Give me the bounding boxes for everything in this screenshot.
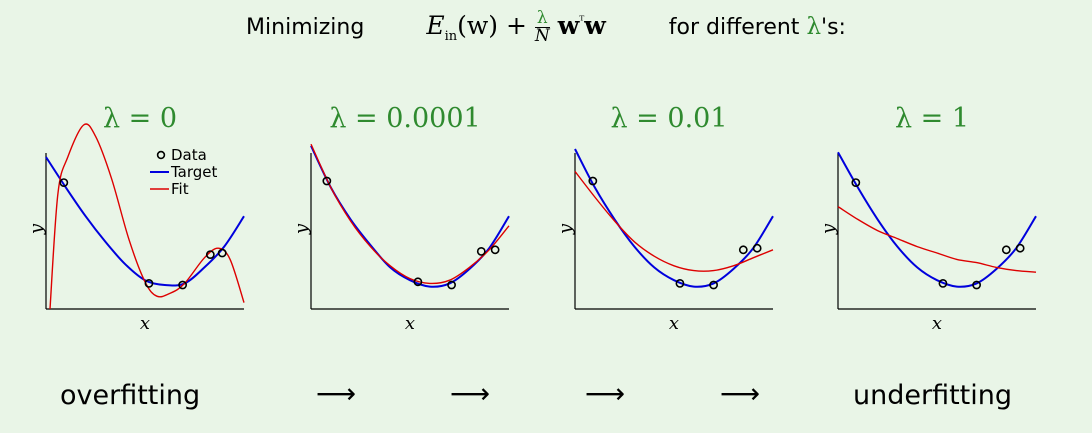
formula-n: N (534, 26, 550, 46)
data-point (476, 246, 486, 256)
data-point (709, 280, 718, 290)
caption-underfitting: underfitting (853, 380, 1013, 411)
x-axis-label: x (669, 313, 679, 334)
legend-data-marker (156, 150, 166, 160)
y-axis-label: y (555, 223, 576, 235)
arrow-right-icon: ⟶ (585, 377, 626, 410)
formula-w-arg: (w) + (457, 11, 527, 40)
legend-fit-label: Fit (171, 180, 189, 198)
fit-curve (310, 143, 510, 285)
data-point (972, 280, 981, 290)
formula-fraction: λ N (534, 10, 550, 46)
panel-title: λ = 0.01 (610, 103, 728, 134)
data-point (490, 245, 500, 255)
legend-data-label: Data (171, 146, 207, 164)
data-point (938, 278, 948, 288)
data-point (217, 248, 227, 258)
formula-e: E (426, 11, 445, 40)
formula-sub-in: in (444, 29, 458, 44)
data-point (59, 178, 69, 187)
x-axis-label: x (932, 313, 942, 334)
fit-curve (574, 170, 774, 272)
data-point (178, 280, 188, 290)
y-axis-label: y (26, 223, 47, 235)
headline-formula: Ein(w) + λ N wᵀw (426, 10, 613, 45)
caption-overfitting: overfitting (60, 380, 201, 411)
data-point (1015, 243, 1025, 253)
y-axis-label: y (818, 223, 839, 235)
fit-curve (837, 206, 1037, 273)
formula-w1: w (557, 11, 580, 40)
data-point (675, 278, 685, 288)
headline-lambda: λ (806, 14, 822, 40)
data-point (205, 250, 215, 259)
data-point (588, 176, 598, 186)
headline: Minimizing Ein(w) + λ N wᵀw for differen… (0, 10, 1092, 45)
data-point (413, 277, 423, 287)
headline-for-text: for different (668, 15, 800, 40)
arrow-right-icon: ⟶ (316, 377, 357, 410)
target-curve (45, 156, 245, 287)
panel-title: λ = 1 (894, 103, 970, 134)
chart-lambda-1: xy (818, 151, 1037, 334)
data-point (738, 245, 748, 255)
data-point (752, 243, 762, 253)
formula-transpose: ᵀ (579, 13, 585, 28)
data-point (447, 280, 456, 290)
arrow-right-icon: ⟶ (720, 377, 761, 410)
panel-title: λ = 0.0001 (329, 103, 481, 134)
legend-target-label: Target (170, 163, 218, 181)
formula-w2: w (584, 11, 606, 40)
headline-prefix: Minimizing (246, 15, 365, 40)
data-point (144, 278, 154, 288)
x-axis-label: x (405, 313, 415, 334)
panel-lambda-0: λ = 0 x y Data Target Fit (26, 103, 250, 343)
x-axis-label: x (140, 313, 150, 334)
data-point (851, 178, 861, 187)
target-curve (310, 145, 510, 288)
target-curve (837, 151, 1037, 288)
data-point (322, 176, 332, 186)
panel-title: λ = 0 (102, 103, 178, 134)
fit-curve (49, 123, 245, 310)
y-axis-label: y (291, 223, 312, 235)
formula-lambda: λ (534, 10, 550, 28)
arrow-right-icon: ⟶ (450, 377, 491, 410)
data-point (1001, 245, 1011, 255)
chart-lambda-0-01: xy (555, 148, 774, 334)
headline-suffix: 's: (821, 15, 846, 40)
chart-lambda-0-0001: xy (291, 143, 510, 334)
